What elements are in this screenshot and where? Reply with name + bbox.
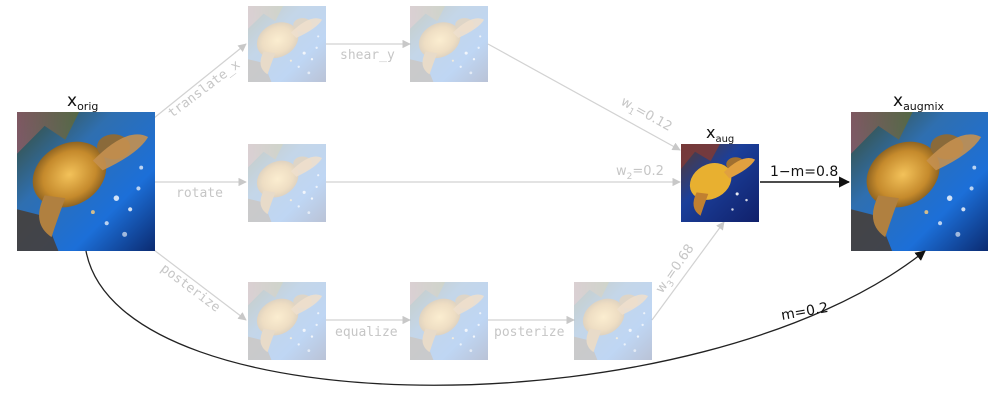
edge-orig-posterize: [153, 249, 247, 321]
op-label-equalize: equalize: [335, 325, 398, 340]
weight-label-w3: w3=0.68: [653, 242, 700, 298]
edge-orig-translate: [153, 43, 247, 119]
label-m: m=0.2: [780, 300, 830, 324]
image-posterize-2: [574, 282, 652, 360]
op-label-rotate: rotate: [176, 186, 223, 201]
op-label-posterize: posterize: [158, 261, 223, 315]
label-x-orig: xorig: [67, 91, 98, 113]
edge-shear-aug: [487, 43, 681, 151]
image-rotate: [248, 144, 326, 222]
op-label-posterize-2: posterize: [494, 325, 565, 340]
arrow-orig-to-augmix: [85, 250, 926, 386]
label-x-aug: xaug: [706, 123, 734, 145]
image-shear-y: [410, 6, 488, 82]
op-label-shear-y: shear_y: [340, 48, 395, 63]
image-x-augmix: [851, 112, 988, 251]
image-translate-x: [248, 6, 326, 82]
image-equalize: [410, 282, 488, 360]
weight-label-w2: w2=0.2: [616, 164, 664, 182]
branch-connectors: [153, 39, 725, 325]
edge-posterize-aug: [651, 221, 725, 321]
image-posterize: [248, 282, 326, 360]
op-label-translate-x: translate_x: [165, 57, 243, 121]
label-one-minus-m: 1−m=0.8: [770, 164, 838, 180]
label-x-augmix: xaugmix: [893, 91, 945, 113]
image-x-aug: [681, 144, 759, 222]
image-x-orig: [17, 112, 155, 251]
